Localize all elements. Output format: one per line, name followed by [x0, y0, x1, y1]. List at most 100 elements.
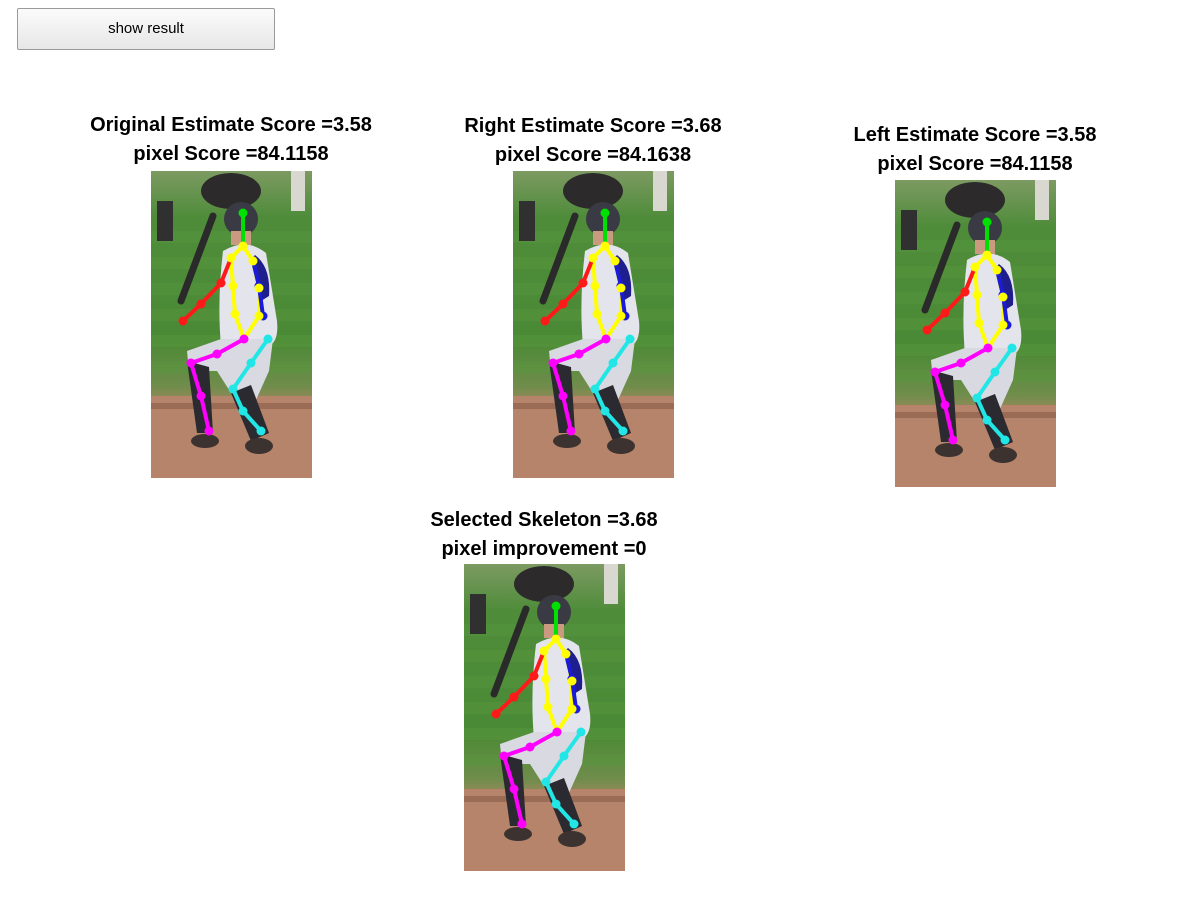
- skeleton-joint: [608, 358, 618, 368]
- skeleton-joint: [541, 674, 551, 684]
- skeleton-joint: [922, 325, 932, 335]
- skeleton-joint: [590, 384, 600, 394]
- dirt-line: [513, 403, 674, 409]
- panel-title: Left Estimate Score =3.58: [853, 124, 1097, 146]
- skeleton-bone: [512, 674, 536, 699]
- background-player: [1035, 180, 1049, 220]
- skeleton-bone: [986, 323, 1005, 350]
- dirt-area: [151, 396, 312, 478]
- skeleton-joint: [940, 400, 950, 410]
- skeleton-joint: [982, 217, 992, 227]
- right-estimate-image: [513, 171, 674, 478]
- skeleton-joint: [499, 751, 509, 761]
- skeleton-bone: [189, 352, 219, 365]
- skeleton-joint: [246, 358, 256, 368]
- skeleton-bone: [993, 346, 1014, 374]
- skeleton-joint: [491, 709, 501, 719]
- background-player: [901, 210, 917, 250]
- skeleton-joint: [216, 278, 226, 288]
- skeleton-bone: [215, 337, 246, 356]
- skeleton-joint: [618, 426, 628, 436]
- skeleton-joint: [998, 320, 1008, 330]
- skeleton-joint: [998, 292, 1008, 302]
- pose-image-svg: [895, 180, 1056, 487]
- skeleton-joint: [238, 406, 248, 416]
- background-catcher: [514, 566, 574, 602]
- skeleton-joint: [539, 646, 549, 656]
- skeleton-joint: [558, 299, 568, 309]
- skeleton-joint: [551, 634, 561, 644]
- skeleton-bone: [561, 394, 573, 433]
- skeleton-joint: [982, 415, 992, 425]
- skeleton-bone: [973, 265, 979, 297]
- skeleton-joint: [616, 283, 626, 293]
- skeleton-bone: [577, 337, 608, 356]
- dirt-line: [895, 412, 1056, 418]
- skeleton-joint: [616, 311, 626, 321]
- skeleton-joint: [228, 384, 238, 394]
- dirt-area: [464, 789, 625, 871]
- skeleton-joint: [948, 435, 958, 445]
- skeleton-bone: [943, 290, 967, 315]
- skeleton-joint: [992, 265, 1002, 275]
- skeleton-bone: [975, 293, 981, 325]
- skeleton-bone: [544, 754, 566, 784]
- right-shoe: [935, 443, 963, 457]
- skeleton-bone: [189, 361, 203, 398]
- skeleton-bone: [561, 281, 585, 306]
- skeleton-bone: [591, 256, 597, 288]
- skeleton-joint: [540, 316, 550, 326]
- skeleton-joint: [561, 649, 571, 659]
- background-player: [604, 564, 618, 604]
- skeleton-bone: [231, 284, 237, 316]
- skeleton-joint: [551, 799, 561, 809]
- skeleton-bone: [555, 707, 574, 734]
- skeleton-joint: [212, 349, 222, 359]
- selected-skeleton-title: Selected Skeleton =3.68 pixel improvemen…: [314, 506, 774, 564]
- pose-image-svg: [151, 171, 312, 478]
- background-player: [157, 201, 173, 241]
- original-estimate-title: Original Estimate Score =3.58 pixel Scor…: [1, 111, 461, 169]
- skeleton-joint: [982, 250, 992, 260]
- skeleton-bone: [229, 256, 235, 288]
- skeleton-joint: [972, 393, 982, 403]
- skeleton-joint: [248, 256, 258, 266]
- skeleton-bone: [593, 361, 615, 391]
- skeleton-joint: [552, 727, 562, 737]
- skeleton-joint: [196, 391, 206, 401]
- skeleton-bone: [611, 337, 632, 365]
- skeleton-bone: [551, 352, 581, 365]
- skeleton-joint: [238, 241, 248, 251]
- skeleton-joint: [254, 283, 264, 293]
- show-result-button[interactable]: show result: [17, 8, 275, 50]
- skeleton-bone: [551, 361, 565, 398]
- skeleton-joint: [263, 334, 273, 344]
- skeleton-joint: [610, 256, 620, 266]
- skeleton-joint: [960, 287, 970, 297]
- skeleton-joint: [543, 702, 553, 712]
- skeleton-bone: [231, 361, 253, 391]
- skeleton-joint: [940, 308, 950, 318]
- skeleton-joint: [509, 692, 519, 702]
- skeleton-joint: [525, 742, 535, 752]
- skeleton-joint: [592, 309, 602, 319]
- skeleton-joint: [600, 241, 610, 251]
- skeleton-joint: [569, 819, 579, 829]
- skeleton-joint: [559, 751, 569, 761]
- skeleton-bone: [943, 403, 955, 442]
- skeleton-joint: [226, 253, 236, 263]
- skeleton-joint: [974, 318, 984, 328]
- background-catcher: [201, 173, 261, 209]
- right-shoe: [553, 434, 581, 448]
- left-estimate-image: [895, 180, 1056, 487]
- skeleton-bone: [933, 370, 947, 407]
- skeleton-joint: [600, 208, 610, 218]
- right-shoe: [504, 827, 532, 841]
- left-shoe: [245, 438, 273, 454]
- skeleton-bone: [249, 337, 270, 365]
- right-shoe: [191, 434, 219, 448]
- skeleton-joint: [1007, 343, 1017, 353]
- skeleton-bone: [199, 281, 223, 306]
- skeleton-joint: [590, 281, 600, 291]
- skeleton-joint: [186, 358, 196, 368]
